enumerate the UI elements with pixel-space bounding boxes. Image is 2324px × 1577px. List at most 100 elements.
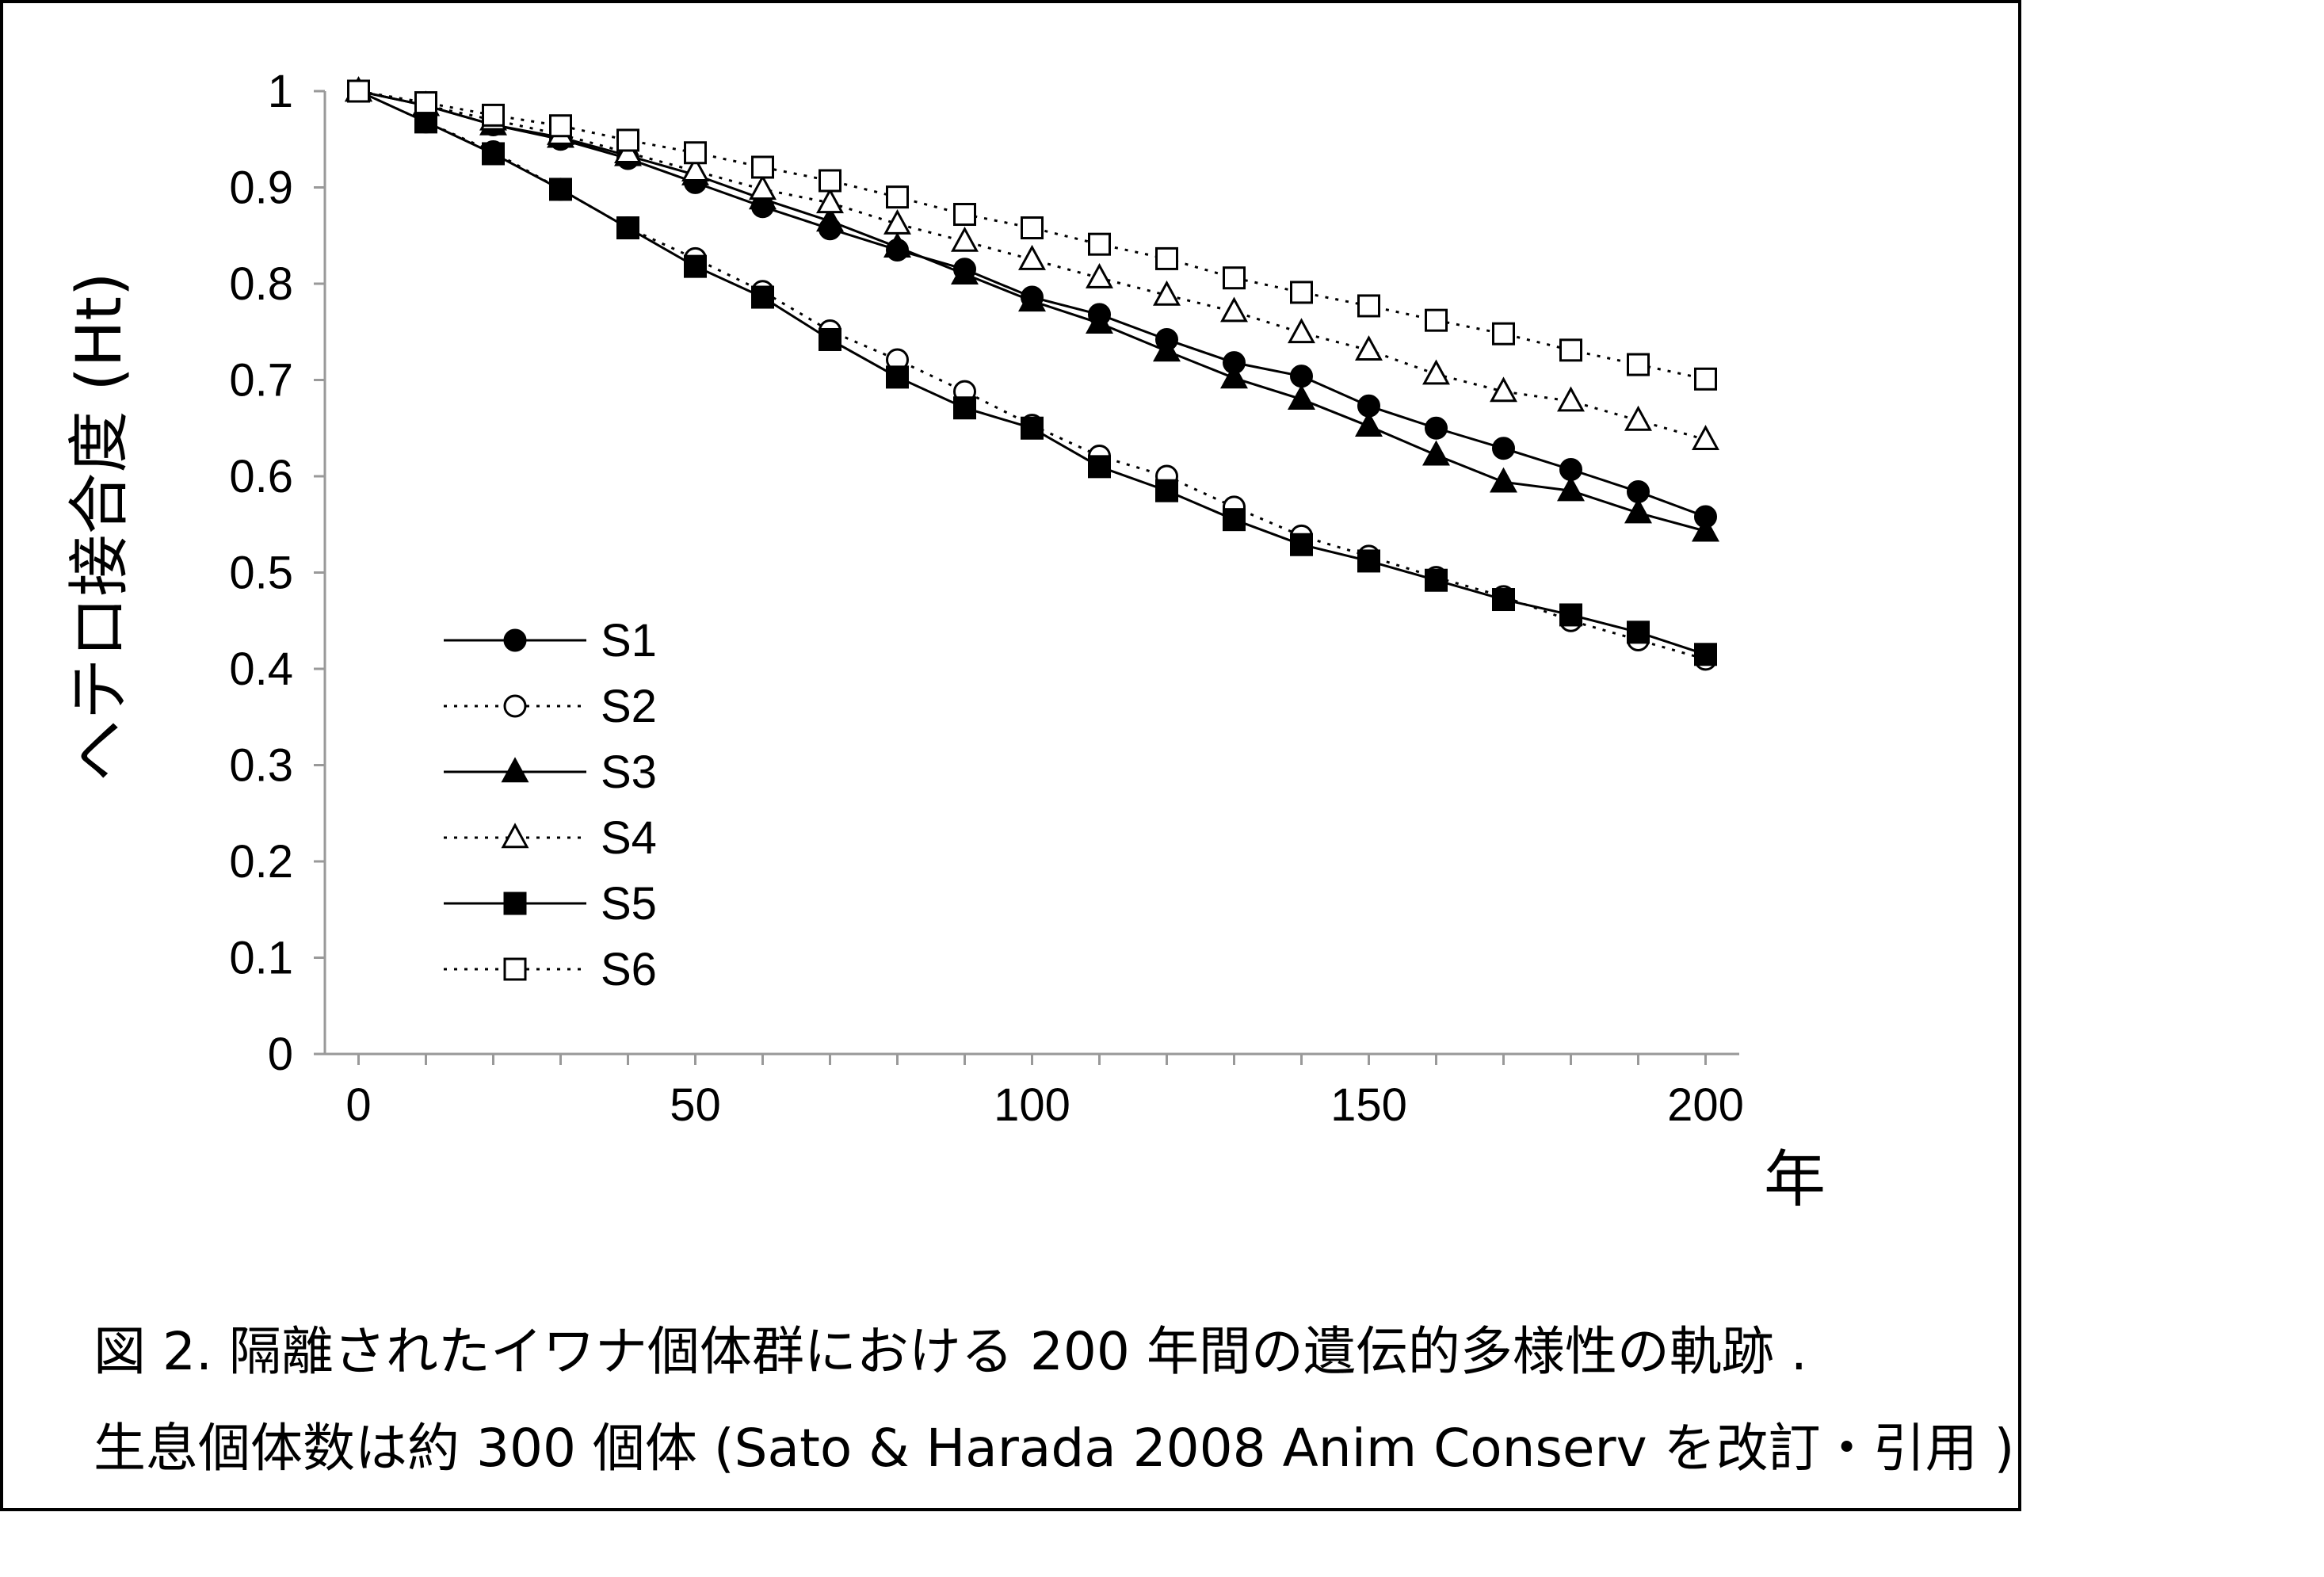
legend-label-s6: S6 [601, 944, 657, 995]
data-point-s1 [1425, 416, 1448, 440]
data-point-s3 [1018, 286, 1046, 312]
data-point-s6 [414, 91, 437, 115]
data-point-s6 [1492, 322, 1515, 346]
legend-label-s3: S3 [601, 746, 657, 798]
x-tick-label: 200 [1667, 1079, 1744, 1131]
legend-marker-s2 [503, 694, 527, 718]
data-point-s6 [347, 79, 370, 103]
legend-marker-s4 [501, 823, 529, 849]
legend-label-s5: S5 [601, 878, 657, 930]
data-point-s3 [1490, 467, 1517, 493]
data-point-s4 [1220, 296, 1248, 323]
y-tick-label: 0.9 [229, 162, 293, 214]
y-tick-label: 0.1 [229, 933, 293, 984]
legend-label-s2: S2 [601, 681, 657, 732]
data-point-s5 [684, 254, 707, 278]
y-axis-title: ヘテロ接合度 (Ht) [64, 273, 135, 782]
data-point-s3 [1557, 475, 1585, 502]
data-point-s3 [1422, 440, 1450, 466]
legend-marker-s5 [503, 892, 527, 915]
data-point-s6 [1088, 232, 1111, 256]
series-s5 [347, 79, 1717, 666]
data-point-s5 [1290, 533, 1313, 556]
data-point-s3 [1086, 308, 1113, 334]
y-tick-label: 0.5 [229, 548, 293, 599]
data-point-s5 [414, 110, 437, 134]
data-point-s5 [1559, 603, 1582, 627]
data-point-s5 [1357, 549, 1380, 573]
data-point-s5 [1223, 508, 1246, 532]
figure-caption-line-2: 生息個体数は約 300 個体 (Sato & Harada 2008 Anim … [93, 1418, 2014, 1479]
data-point-s6 [616, 128, 639, 152]
data-point-s6 [819, 169, 841, 193]
y-tick-label: 1 [268, 66, 293, 117]
data-point-s4 [1153, 280, 1181, 306]
data-point-s6 [1155, 246, 1178, 270]
data-point-s5 [482, 142, 505, 166]
y-tick-label: 0 [268, 1029, 293, 1080]
data-point-s5 [616, 216, 639, 240]
data-point-s6 [751, 155, 774, 179]
chart-axes: 0 0.1 0.2 0.3 0.4 0.5 0.6 0.7 0.8 0.9 1 0 50 100 150 20… [229, 66, 1744, 1131]
data-point-s6 [1223, 266, 1246, 290]
data-point-s4 [816, 188, 844, 214]
data-point-s4 [883, 208, 911, 235]
data-point-s5 [1492, 588, 1515, 612]
data-point-s5 [751, 285, 774, 309]
data-point-s6 [886, 185, 909, 209]
y-tick-label: 0.3 [229, 740, 293, 792]
data-point-s4 [1422, 359, 1450, 385]
data-point-s5 [1088, 455, 1111, 479]
data-point-s4 [1018, 244, 1046, 270]
data-point-s6 [1425, 308, 1448, 332]
data-point-s3 [1692, 516, 1719, 542]
data-point-s4 [1086, 262, 1113, 288]
x-axis-title: 年 [1764, 1144, 1826, 1216]
data-point-s4 [1490, 376, 1517, 403]
legend-marker-s1 [503, 628, 527, 652]
data-point-s1 [1492, 437, 1515, 460]
data-point-s3 [816, 206, 844, 232]
data-point-s6 [1021, 216, 1044, 240]
series-line-s6 [358, 90, 1706, 380]
series-s6 [347, 79, 1717, 391]
y-tick-label: 0.7 [229, 355, 293, 407]
legend-marker-s6 [503, 957, 527, 981]
legend-label-s1: S1 [601, 615, 657, 666]
data-point-s5 [886, 365, 909, 389]
y-tick-label: 0.4 [229, 643, 293, 695]
x-tick-label: 0 [345, 1079, 371, 1131]
data-point-s4 [1557, 386, 1585, 412]
data-point-s3 [1220, 363, 1248, 389]
data-point-s6 [1290, 281, 1313, 304]
legend-marker-s3 [501, 757, 529, 783]
data-point-s5 [819, 327, 841, 351]
data-point-s6 [1694, 367, 1717, 391]
data-point-s4 [1692, 425, 1719, 451]
data-point-s5 [953, 396, 976, 420]
y-tick-label: 0.8 [229, 258, 293, 310]
data-point-s5 [1627, 620, 1650, 644]
data-point-s4 [1624, 405, 1652, 431]
y-tick-label: 0.6 [229, 451, 293, 502]
data-point-s6 [1627, 353, 1650, 376]
data-point-s6 [1357, 294, 1380, 318]
data-point-s1 [1290, 365, 1313, 388]
figure-caption-line-1: 図 2. 隔離されたイワナ個体群における 200 年間の遺伝的多様性の軌跡 . [93, 1321, 1807, 1382]
data-point-s4 [681, 156, 709, 182]
chart-legend: S1 S2 S3 S4 S5 S6 [444, 615, 657, 995]
y-tick-label: 0.2 [229, 836, 293, 888]
data-point-s4 [1355, 335, 1383, 361]
figure-frame [0, 0, 2021, 1511]
data-point-s5 [1425, 568, 1448, 592]
data-point-s6 [684, 141, 707, 165]
data-point-s3 [1288, 384, 1315, 410]
data-point-s5 [549, 178, 572, 201]
legend-label-s4: S4 [601, 812, 657, 864]
data-point-s6 [1559, 338, 1582, 362]
data-point-s3 [1355, 411, 1383, 437]
data-point-s3 [883, 232, 911, 258]
x-tick-label: 100 [994, 1079, 1070, 1131]
data-point-s4 [749, 174, 777, 200]
